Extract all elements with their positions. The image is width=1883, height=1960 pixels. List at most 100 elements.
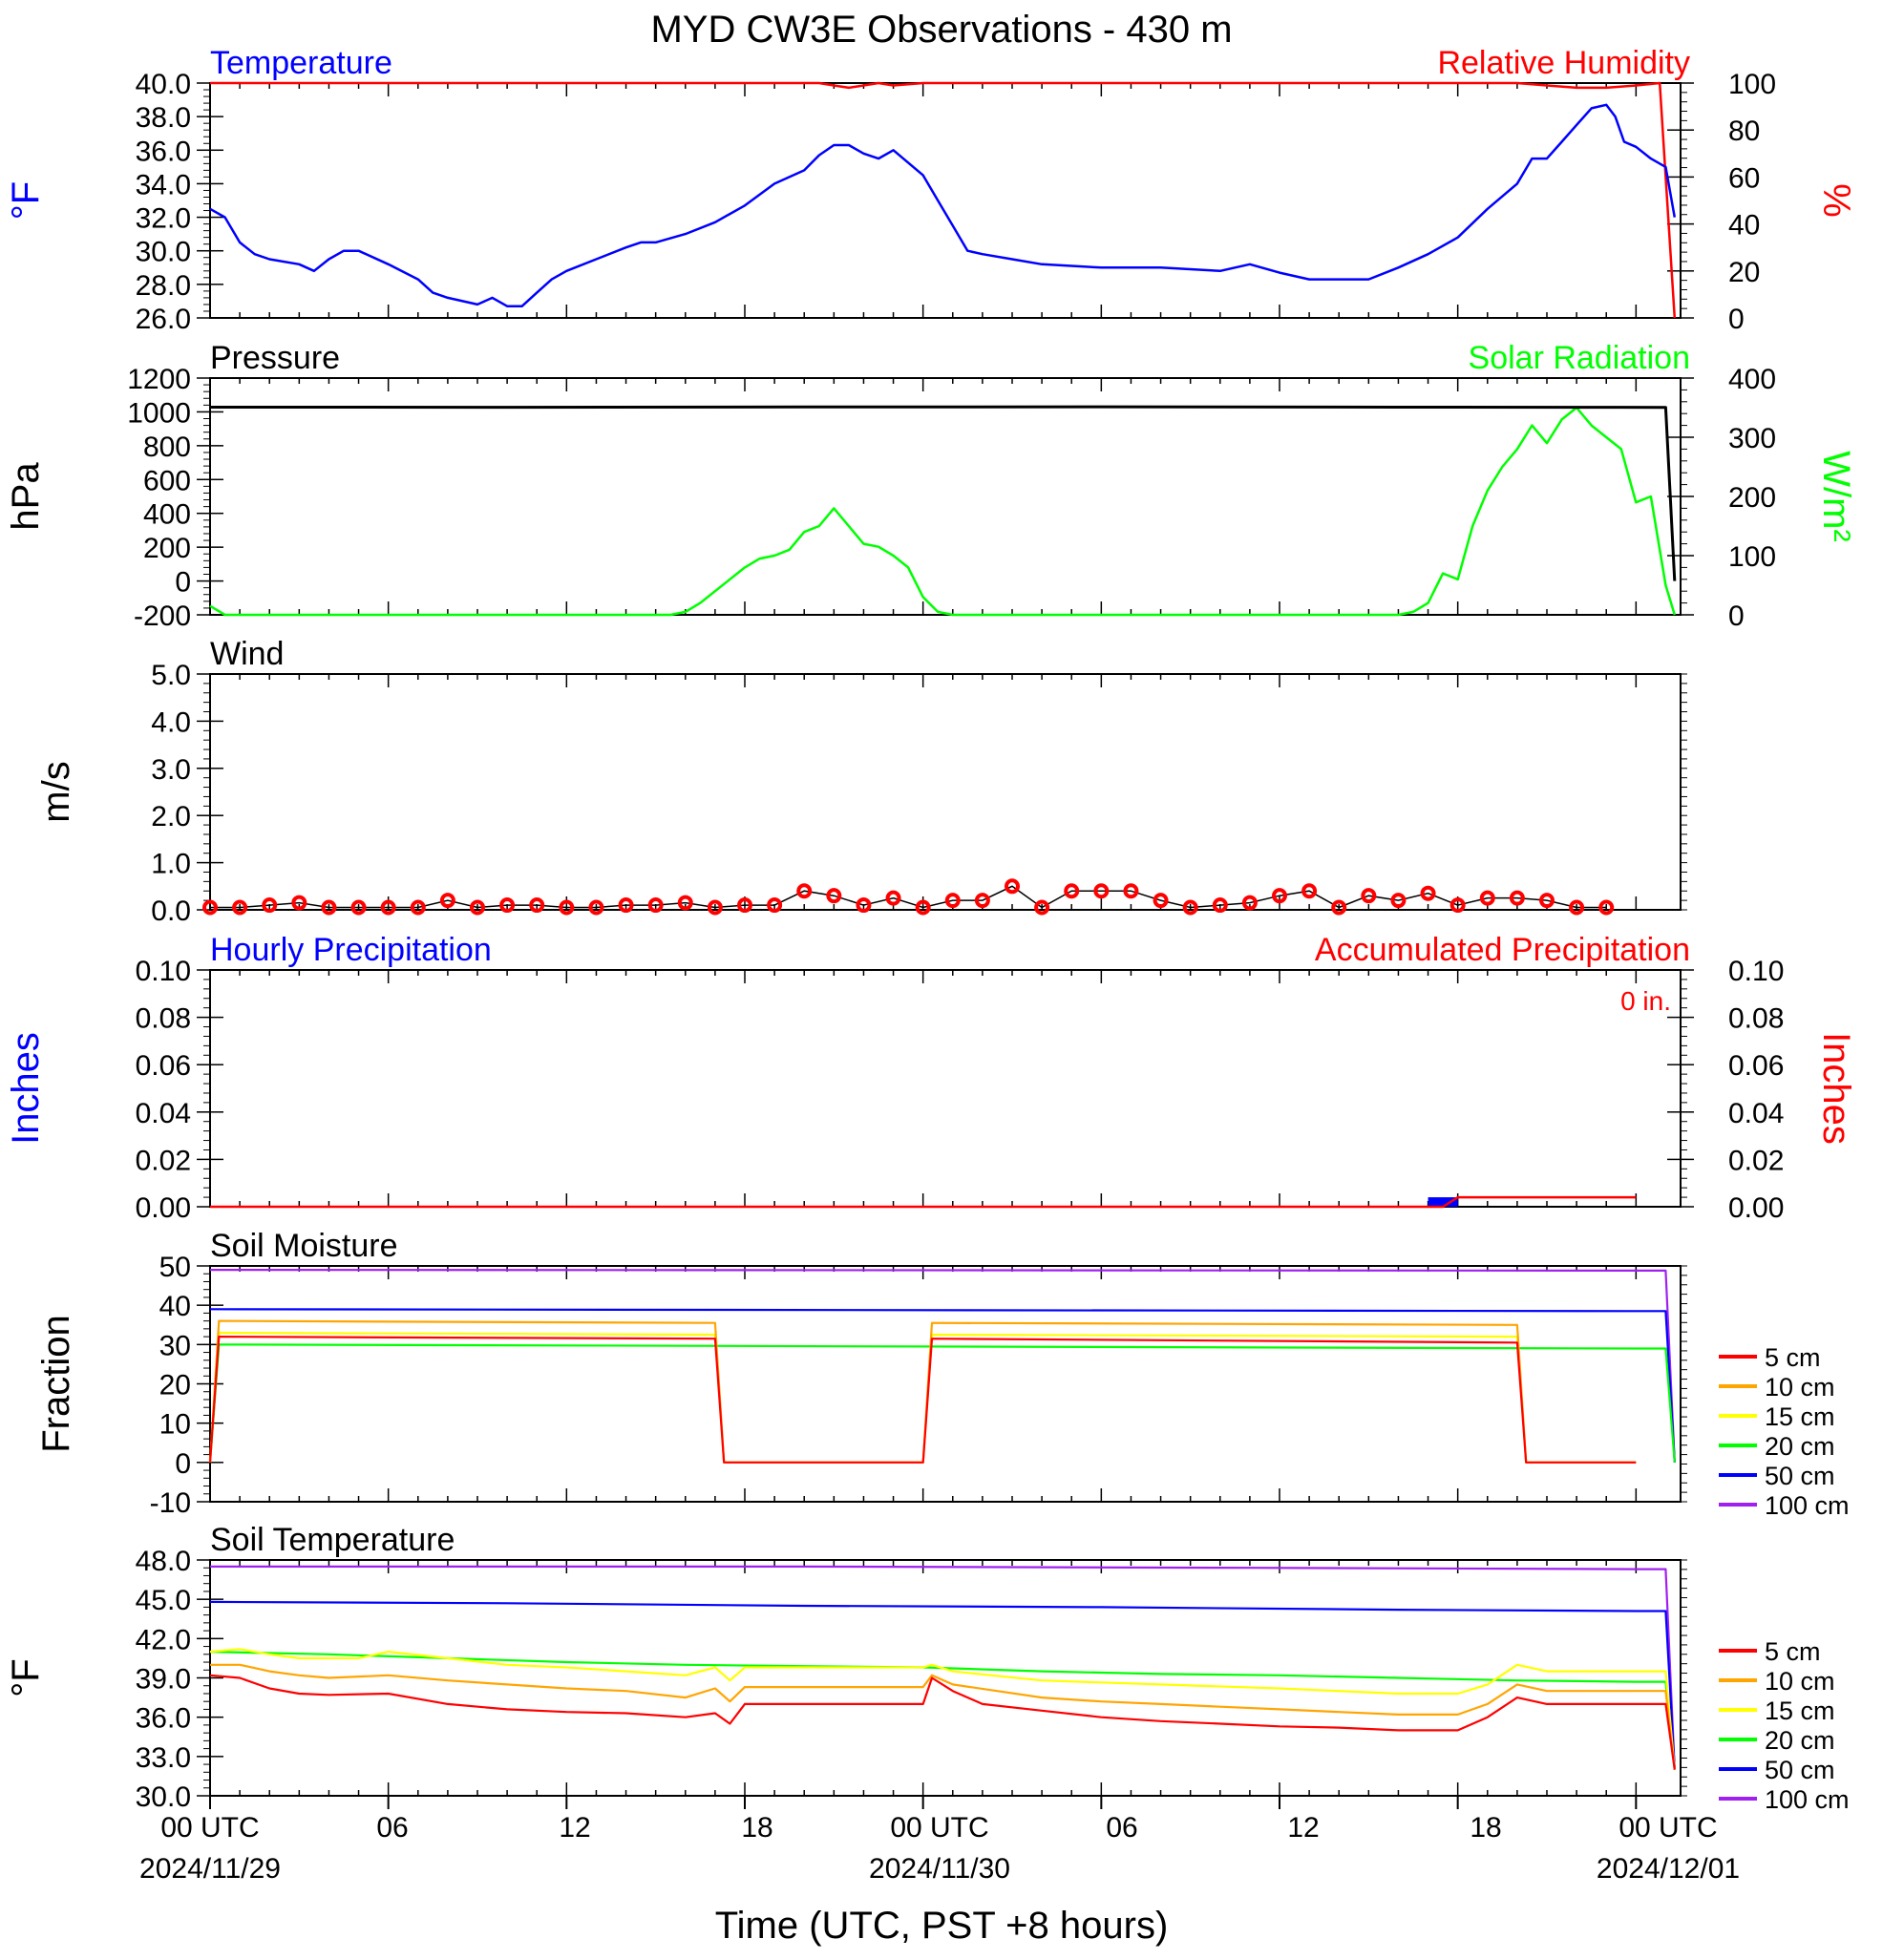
wind-speed-marker [380, 899, 396, 916]
soil_moisture-left-tick-label: 50 [159, 1252, 191, 1283]
precip-left-tick-label: 0.08 [136, 1003, 191, 1035]
precip-right-unit: Inches [1815, 1032, 1857, 1145]
wind-left-title: Wind [210, 636, 284, 672]
pressure-left-tick-label: 800 [143, 432, 191, 463]
soil_temperature-left-tick-label: 48.0 [136, 1546, 191, 1577]
temperature-right-tick-label: 20 [1728, 257, 1760, 288]
temperature-right-tick-label: 0 [1728, 304, 1745, 335]
precip-left-tick-label: 0.04 [136, 1098, 191, 1129]
soil_moisture-plot-frame [209, 1265, 1682, 1503]
precip-right-tick-label: 0.02 [1728, 1145, 1784, 1176]
soil-moisture-100cm-line [209, 1269, 1676, 1463]
wind-speed-marker [321, 899, 337, 916]
pressure-right-tick-label: 300 [1728, 423, 1776, 454]
temperature-right-tick-label: 80 [1728, 116, 1760, 147]
x-tick-label-0: 00 UTC [160, 1812, 259, 1844]
panel-pressure: 120010008006004002000-2004003002001000Pr… [5, 340, 1857, 632]
pressure-right-tick-label: 100 [1728, 541, 1776, 573]
pressure-left-tick-label: -200 [134, 601, 191, 632]
x-date-label-0: 2024/11/29 [139, 1853, 281, 1885]
pressure-right-unit: W/m² [1815, 451, 1857, 542]
soil-temp-20cm-line [209, 1651, 1676, 1770]
pressure-left-tick-label: 400 [143, 499, 191, 531]
wind-speed-marker [1569, 899, 1585, 916]
soil-moisture-15cm-line [208, 1331, 1637, 1464]
temperature-plot-frame [209, 82, 1682, 319]
wind-speed-marker [974, 893, 990, 909]
wind-speed-marker [1064, 883, 1080, 899]
x-tick-label-3: 18 [741, 1812, 772, 1844]
soil_temperature-left-tick-label: 36.0 [136, 1703, 191, 1735]
soil_moisture-left-unit: Fraction [35, 1315, 77, 1453]
wind-speed-marker [1331, 899, 1347, 916]
pressure-right-tick-label: 200 [1728, 482, 1776, 514]
wind-speed-marker [1182, 899, 1198, 916]
wind-speed-marker [588, 899, 604, 916]
x-date-label-2: 2024/12/01 [1597, 1853, 1740, 1885]
temperature-right-tick-label: 60 [1728, 162, 1760, 194]
soil_temperature-legend-label: 10 cm [1765, 1667, 1835, 1696]
wind-speed-marker [1093, 883, 1110, 899]
soil_moisture-left-tick-label: 20 [159, 1370, 191, 1402]
wind-speed-marker [885, 890, 901, 906]
wind-speed-marker [1034, 899, 1050, 916]
temperature-right-tick-label: 100 [1728, 69, 1776, 100]
wind-speed-marker [1479, 890, 1495, 906]
soil-moisture-50cm-line [209, 1308, 1676, 1463]
x-axis-title: Time (UTC, PST +8 hours) [715, 1905, 1169, 1947]
wind-speed-marker [410, 899, 426, 916]
wind-speed-marker [796, 883, 813, 899]
wind-speed-marker [1212, 897, 1228, 914]
panel-temperature: 40.038.036.034.032.030.028.026.0 100 80 60 4… [5, 45, 1857, 335]
soil-temp-5cm-line [209, 1674, 1676, 1770]
soil_temperature-left-tick-label: 39.0 [136, 1664, 191, 1696]
wind-left-tick-label: 1.0 [151, 849, 191, 880]
accum-precip-total: 0 in. [1620, 986, 1671, 1016]
temperature-right-title: Relative Humidity [1437, 45, 1690, 81]
temperature-series-line [209, 103, 1677, 307]
hourly-precip-bar [1428, 1197, 1458, 1207]
temperature-left-tick-label: 32.0 [136, 203, 191, 235]
wind-speed-marker [529, 897, 545, 914]
soil_moisture-legend-label: 15 cm [1765, 1402, 1835, 1431]
soil-temp-10cm-line [210, 1663, 1676, 1770]
precip-left-tick-label: 0.06 [136, 1050, 191, 1082]
x-tick-label-4: 00 UTC [890, 1812, 988, 1844]
temperature-left-unit: °F [5, 181, 47, 220]
wind-speed-marker [1539, 893, 1555, 909]
soil_temperature-plot-frame [209, 1559, 1682, 1797]
soil_temperature-left-tick-label: 33.0 [136, 1742, 191, 1774]
pressure-right-title: Solar Radiation [1469, 340, 1690, 376]
wind-speed-marker [291, 895, 307, 911]
pressure-right-tick-label: 400 [1728, 364, 1776, 395]
soil_temperature-left-unit: °F [5, 1658, 47, 1697]
wind-speed-marker [232, 899, 248, 916]
pressure-series-line [209, 405, 1677, 581]
wind-speed-marker [1241, 895, 1258, 911]
accum-precip-line [210, 1195, 1637, 1209]
solar-series-line [209, 406, 1676, 617]
soil-temp-100cm-line [210, 1565, 1676, 1770]
temperature-right-tick-label: 40 [1728, 210, 1760, 242]
wind-speed-marker [944, 893, 961, 909]
wind-left-tick-label: 3.0 [151, 754, 191, 786]
precip-right-tick-label: 0.06 [1728, 1050, 1784, 1082]
soil_moisture-left-tick-label: 0 [175, 1448, 191, 1480]
soil-temp-15cm-line [209, 1648, 1676, 1770]
soil_temperature-legend-label: 50 cm [1765, 1756, 1835, 1784]
wind-speed-marker [707, 899, 723, 916]
temperature-left-title: Temperature [210, 45, 392, 81]
wind-speed-marker [202, 899, 218, 916]
soil_temperature-legend-label: 5 cm [1765, 1637, 1821, 1666]
soil-moisture-5cm-line [208, 1336, 1637, 1464]
x-tick-label-2: 12 [559, 1812, 590, 1844]
soil_temperature-legend-label: 20 cm [1765, 1726, 1835, 1755]
precip-right-tick-label: 0.08 [1728, 1003, 1784, 1035]
wind-speed-marker [826, 888, 842, 904]
wind-speed-marker [350, 899, 367, 916]
wind-left-unit: m/s [35, 761, 77, 822]
pressure-left-tick-label: 600 [143, 465, 191, 496]
wind-speed-marker [499, 897, 516, 914]
